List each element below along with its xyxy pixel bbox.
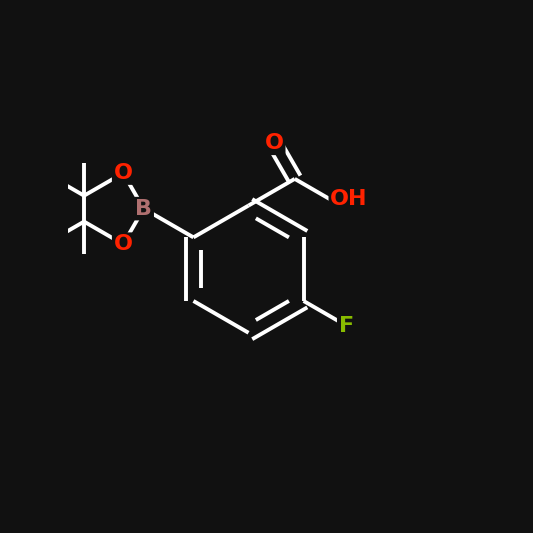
Text: O: O	[114, 163, 133, 183]
Text: O: O	[265, 133, 284, 154]
Text: OH: OH	[330, 189, 368, 209]
Text: F: F	[338, 316, 354, 336]
Text: O: O	[114, 234, 133, 254]
Text: B: B	[135, 199, 152, 219]
